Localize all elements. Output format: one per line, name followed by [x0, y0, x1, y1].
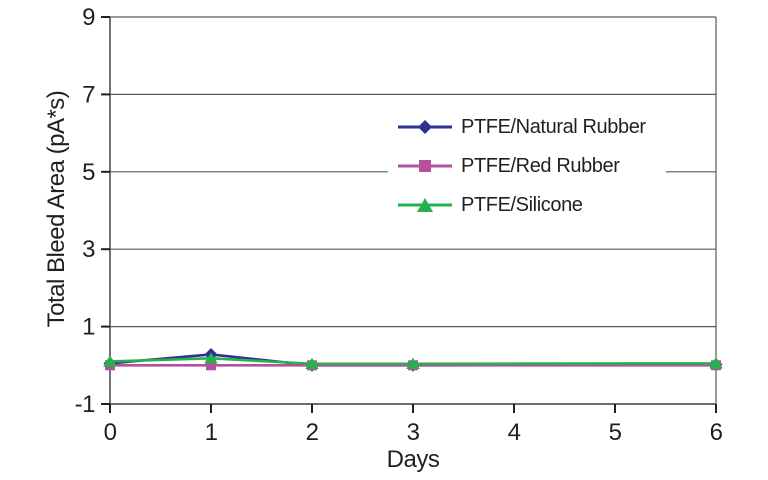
- x-axis-title: Days: [386, 446, 440, 473]
- x-tick-label-0: 0: [104, 419, 117, 446]
- x-tick-label-5: 5: [609, 419, 622, 446]
- data-point-ptfe-red-rubber-day-1: [206, 360, 216, 371]
- data-point-ptfe-silicone-day-1: [204, 352, 218, 364]
- y-tick-label-3: 3: [82, 236, 95, 263]
- diamond-marker-icon: [418, 120, 432, 134]
- legend-item-ptfe-silicone: PTFE/Silicone: [398, 192, 656, 218]
- legend-swatch-natural-rubber: [398, 120, 452, 134]
- y-tick-label-1: 1: [82, 314, 95, 341]
- x-tick-label-1: 1: [205, 419, 218, 446]
- x-tick-label-4: 4: [508, 419, 521, 446]
- legend-label-natural-rubber: PTFE/Natural Rubber: [461, 115, 646, 138]
- y-tick-label-7: 7: [82, 81, 95, 108]
- legend-swatch-red-rubber: [398, 160, 452, 172]
- data-point-ptfe-silicone-day-0: [103, 355, 117, 367]
- legend-label-red-rubber: PTFE/Red Rubber: [461, 154, 620, 177]
- legend-item-ptfe-red-rubber: PTFE/Red Rubber: [398, 153, 656, 179]
- data-point-ptfe-silicone-day-3: [406, 357, 420, 369]
- x-tick-label-3: 3: [407, 419, 420, 446]
- y-tick-label-5: 5: [82, 159, 95, 186]
- x-tick-label-6: 6: [710, 419, 723, 446]
- data-point-ptfe-silicone-day-6: [709, 357, 723, 369]
- x-tick-label-2: 2: [306, 419, 319, 446]
- data-point-ptfe-silicone-day-2: [305, 357, 319, 369]
- legend-item-ptfe-natural-rubber: PTFE/Natural Rubber: [398, 114, 656, 140]
- y-tick-label-9: 9: [82, 4, 95, 31]
- y-axis-title: Total Bleed Area (pA*s): [43, 90, 70, 328]
- legend-swatch-silicone: [398, 198, 452, 212]
- triangle-marker-icon: [417, 198, 433, 212]
- square-marker-icon: [419, 160, 431, 172]
- y-tick-label--1: -1: [75, 391, 95, 418]
- legend: PTFE/Natural Rubber PTFE/Red Rubber PTFE…: [388, 106, 666, 226]
- legend-label-silicone: PTFE/Silicone: [461, 193, 583, 216]
